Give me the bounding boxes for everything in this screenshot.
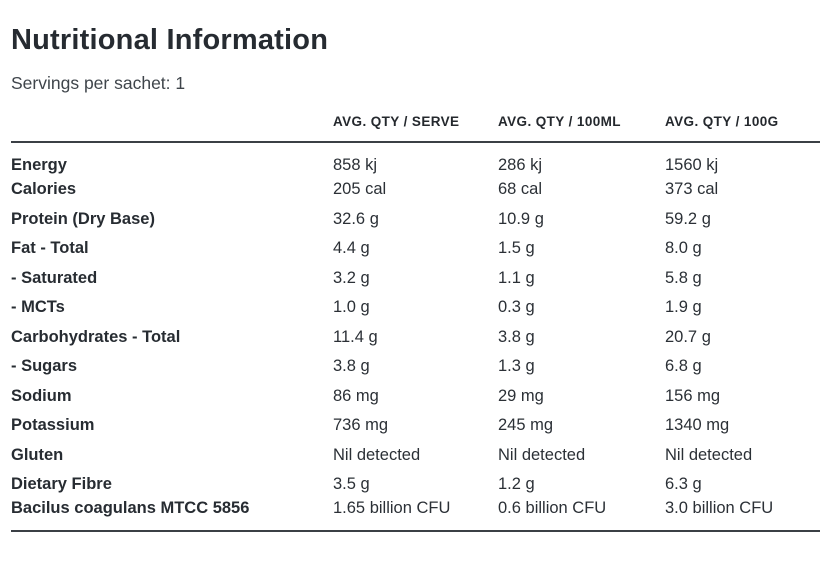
row-label: - MCTs bbox=[11, 298, 65, 317]
row-value-100g: 20.7 g bbox=[665, 327, 711, 346]
row-value-100ml: 29 mg bbox=[498, 386, 544, 405]
table-row-sugars: - Sugars 3.8 g 1.3 g 6.8 g bbox=[11, 352, 820, 382]
row-value-serve: 736 mg bbox=[333, 416, 389, 435]
row-value-100g: Nil detected bbox=[665, 445, 753, 464]
row-value-100ml: 10.9 g bbox=[498, 209, 544, 228]
row-label: Calories bbox=[11, 180, 77, 199]
row-value-100g: 5.8 g bbox=[665, 268, 702, 287]
row-value-serve: 1.0 g bbox=[333, 298, 370, 317]
row-label: Fat - Total bbox=[11, 239, 89, 258]
row-value-100ml: 3.8 g bbox=[498, 327, 535, 346]
row-label: Carbohydrates - Total bbox=[11, 327, 181, 346]
row-value-serve: 1.65 billion CFU bbox=[333, 499, 498, 533]
row-value-100g: 6.3 g bbox=[665, 475, 702, 494]
row-value-serve: 3.8 g bbox=[333, 357, 370, 376]
row-value-100g: 1560 kj bbox=[665, 155, 719, 174]
nutrition-panel: Nutritional Information Servings per sac… bbox=[11, 24, 820, 533]
table-header-row: AVG. QTY / SERVE AVG. QTY / 100ML AVG. Q… bbox=[11, 113, 820, 143]
table-row-carbohydrates: Carbohydrates - Total 11.4 g 3.8 g 20.7 … bbox=[11, 322, 820, 352]
row-label: Energy bbox=[11, 155, 67, 174]
table-row-dietary-fibre: Dietary Fibre 3.5 g 1.2 g 6.3 g bbox=[11, 470, 820, 500]
table-row-sodium: Sodium 86 mg 29 mg 156 mg bbox=[11, 381, 820, 411]
row-value-100ml: 68 cal bbox=[498, 180, 543, 199]
table-row-saturated: - Saturated 3.2 g 1.1 g 5.8 g bbox=[11, 263, 820, 293]
row-label: - Sugars bbox=[11, 357, 78, 376]
row-value-100ml: 0.3 g bbox=[498, 298, 535, 317]
row-value-serve: 858 kj bbox=[333, 155, 378, 174]
row-value-100ml: 1.2 g bbox=[498, 475, 535, 494]
row-value-100g: 1.9 g bbox=[665, 298, 702, 317]
row-value-serve: Nil detected bbox=[333, 445, 421, 464]
row-label: Bacilus coagulans MTCC 5856 bbox=[11, 499, 333, 533]
row-label: Gluten bbox=[11, 445, 64, 464]
nutrition-table: AVG. QTY / SERVE AVG. QTY / 100ML AVG. Q… bbox=[11, 113, 820, 533]
table-row-mcts: - MCTs 1.0 g 0.3 g 1.9 g bbox=[11, 293, 820, 323]
column-header-serve: AVG. QTY / SERVE bbox=[333, 113, 498, 143]
row-value-100g: 8.0 g bbox=[665, 239, 702, 258]
row-value-100g: 156 mg bbox=[665, 386, 721, 405]
row-label: Dietary Fibre bbox=[11, 475, 112, 494]
row-value-100ml: 1.3 g bbox=[498, 357, 535, 376]
row-value-100g: 373 cal bbox=[665, 180, 719, 199]
row-value-100ml: 245 mg bbox=[498, 416, 554, 435]
row-value-100g: 3.0 billion CFU bbox=[665, 499, 820, 533]
table-row-calories: Calories 205 cal 68 cal 373 cal bbox=[11, 175, 820, 205]
row-value-serve: 4.4 g bbox=[333, 239, 370, 258]
row-value-100ml: Nil detected bbox=[498, 445, 586, 464]
table-row-protein: Protein (Dry Base) 32.6 g 10.9 g 59.2 g bbox=[11, 204, 820, 234]
row-value-100g: 6.8 g bbox=[665, 357, 702, 376]
page-title: Nutritional Information bbox=[11, 24, 329, 56]
row-value-100ml: 0.6 billion CFU bbox=[498, 499, 665, 533]
row-label: Potassium bbox=[11, 416, 95, 435]
row-value-100g: 1340 mg bbox=[665, 416, 730, 435]
row-value-serve: 11.4 g bbox=[333, 327, 378, 346]
table-row-energy: Energy 858 kj 286 kj 1560 kj bbox=[11, 142, 820, 175]
row-value-serve: 3.5 g bbox=[333, 475, 370, 494]
row-value-serve: 32.6 g bbox=[333, 209, 379, 228]
row-value-100ml: 1.5 g bbox=[498, 239, 535, 258]
row-value-serve: 3.2 g bbox=[333, 268, 370, 287]
row-value-serve: 86 mg bbox=[333, 386, 379, 405]
row-value-100g: 59.2 g bbox=[665, 209, 711, 228]
column-header-100g: AVG. QTY / 100G bbox=[665, 113, 820, 143]
column-header-100ml: AVG. QTY / 100ML bbox=[498, 113, 665, 143]
row-value-serve: 205 cal bbox=[333, 180, 387, 199]
servings-note: Servings per sachet: 1 bbox=[11, 72, 186, 93]
table-row-potassium: Potassium 736 mg 245 mg 1340 mg bbox=[11, 411, 820, 441]
table-row-gluten: Gluten Nil detected Nil detected Nil det… bbox=[11, 440, 820, 470]
table-row-bacilus-coagulans: Bacilus coagulans MTCC 5856 1.65 billion… bbox=[11, 499, 820, 533]
row-label: Protein (Dry Base) bbox=[11, 209, 155, 228]
column-header-blank bbox=[11, 113, 333, 143]
row-value-100ml: 286 kj bbox=[498, 155, 543, 174]
row-value-100ml: 1.1 g bbox=[498, 268, 535, 287]
row-label: Sodium bbox=[11, 386, 72, 405]
table-row-fat-total: Fat - Total 4.4 g 1.5 g 8.0 g bbox=[11, 234, 820, 264]
row-label: - Saturated bbox=[11, 268, 98, 287]
